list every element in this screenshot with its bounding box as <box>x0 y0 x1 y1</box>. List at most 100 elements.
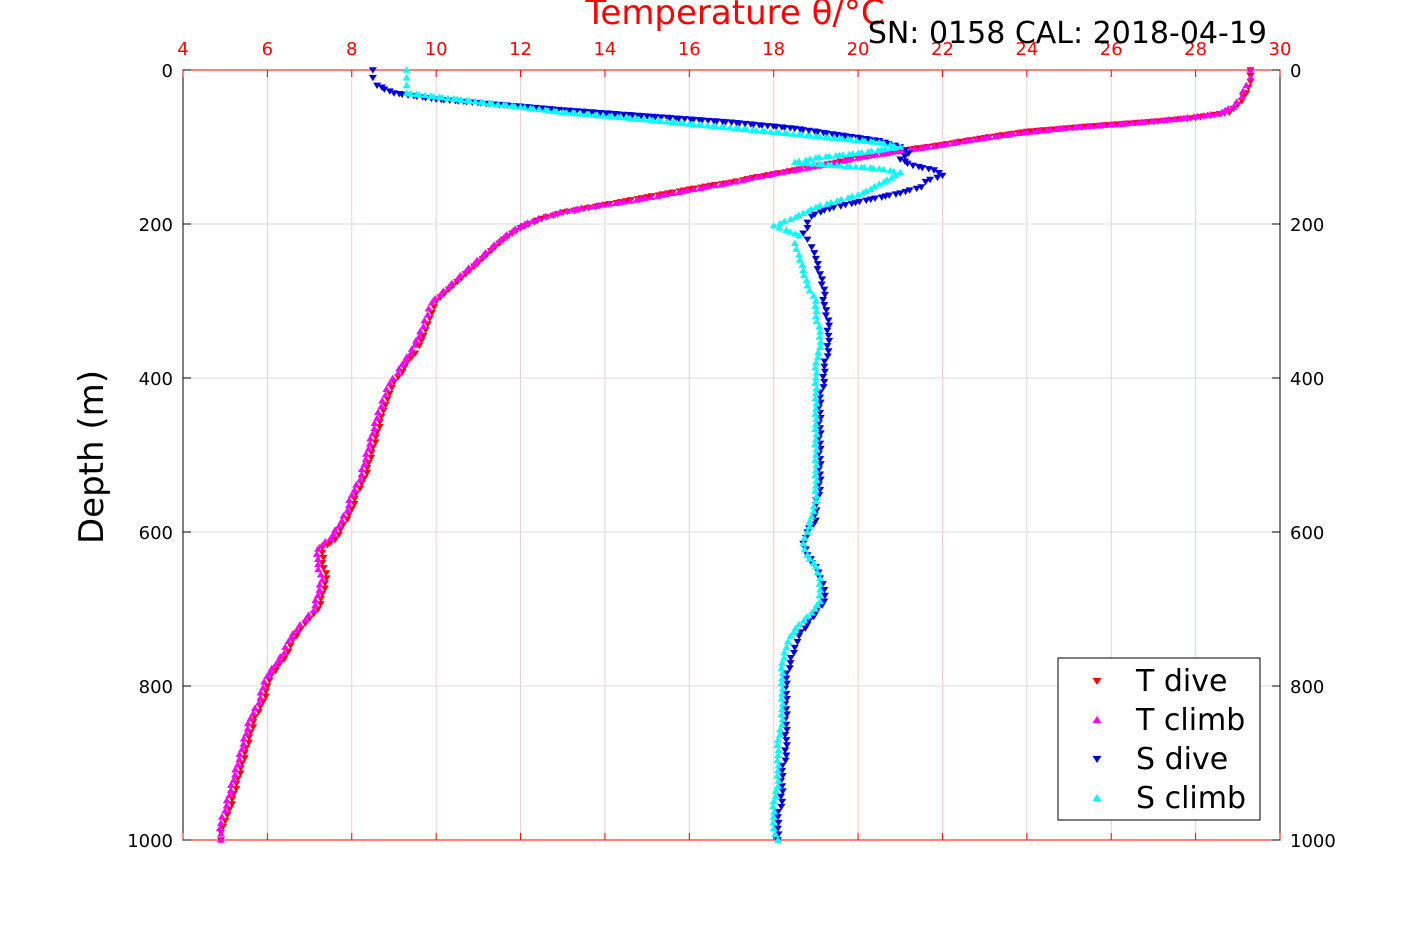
data-point <box>398 360 407 367</box>
data-point <box>781 747 790 754</box>
x-axis-title: Temperature θ/°C <box>584 0 884 33</box>
data-point <box>836 203 845 210</box>
x-tick-label: 10 <box>425 39 448 60</box>
data-point <box>782 680 791 688</box>
data-point <box>721 119 730 126</box>
data-point <box>322 570 331 577</box>
data-point <box>377 413 386 421</box>
data-point <box>903 160 912 168</box>
y-tick-labels-right: 0 200 400 600 800 1000 <box>1290 61 1336 852</box>
data-point <box>314 565 323 573</box>
data-point <box>841 133 850 140</box>
data-point <box>529 217 538 224</box>
data-point <box>827 198 836 206</box>
data-point <box>854 154 863 161</box>
data-point <box>858 153 867 160</box>
data-point <box>406 90 415 97</box>
data-point <box>1042 126 1051 133</box>
data-point <box>773 767 782 774</box>
data-point <box>790 644 799 652</box>
data-point <box>680 116 689 123</box>
data-point <box>824 332 833 340</box>
data-point <box>769 797 778 805</box>
data-point <box>465 97 474 104</box>
data-point <box>223 812 232 819</box>
data-point <box>370 424 379 432</box>
data-point <box>829 134 838 141</box>
data-point <box>854 191 863 198</box>
data-point <box>329 530 338 537</box>
data-point <box>217 813 226 820</box>
data-point <box>921 178 930 186</box>
data-point <box>812 461 821 469</box>
data-point <box>795 620 804 628</box>
data-point <box>717 180 726 188</box>
data-point <box>847 200 856 208</box>
data-point <box>222 796 231 804</box>
data-point <box>254 699 263 706</box>
data-point <box>381 402 390 409</box>
data-point <box>820 592 829 600</box>
data-point <box>782 167 791 175</box>
data-point <box>773 736 782 743</box>
data-point <box>782 706 791 713</box>
data-point <box>782 690 791 698</box>
data-point <box>712 118 721 125</box>
data-point <box>314 555 323 563</box>
data-point <box>793 638 802 646</box>
data-point <box>1176 115 1185 122</box>
data-point <box>771 830 780 838</box>
data-point <box>1170 115 1179 123</box>
data-point <box>935 141 944 149</box>
data-point <box>813 129 822 136</box>
data-point <box>415 342 424 350</box>
data-point <box>855 135 864 142</box>
data-point <box>411 350 420 357</box>
data-point <box>773 836 782 843</box>
data-point <box>803 282 812 289</box>
data-point <box>760 127 769 135</box>
data-point <box>416 327 425 335</box>
data-point <box>656 117 665 125</box>
data-point <box>816 597 825 605</box>
data-point <box>769 813 778 820</box>
y-tick-label-left: 200 <box>139 215 173 236</box>
data-point <box>309 606 318 614</box>
data-point <box>778 798 787 806</box>
data-point <box>1238 93 1247 100</box>
data-point <box>419 322 428 330</box>
data-point <box>858 189 867 196</box>
data-point <box>381 391 390 398</box>
data-point <box>875 164 884 172</box>
data-point <box>315 581 324 588</box>
data-point <box>222 802 231 809</box>
data-point <box>430 295 439 302</box>
data-point <box>703 122 712 129</box>
data-point <box>227 781 236 788</box>
data-point <box>1147 117 1156 125</box>
data-point <box>520 220 529 228</box>
data-point <box>274 656 283 664</box>
data-point <box>495 237 504 244</box>
data-point <box>840 157 849 164</box>
data-point <box>1083 122 1092 130</box>
y-tick-label-right: 600 <box>1290 523 1324 544</box>
data-point <box>364 445 373 452</box>
data-point <box>811 487 820 494</box>
data-point <box>226 786 235 794</box>
data-point <box>811 359 820 366</box>
data-point <box>427 298 436 306</box>
data-point <box>789 649 798 657</box>
data-point <box>249 709 258 717</box>
data-point <box>704 117 713 125</box>
data-point <box>378 397 387 404</box>
data-point <box>271 660 280 668</box>
data-point <box>811 471 820 479</box>
data-point <box>311 596 320 604</box>
data-point <box>778 788 787 795</box>
data-point <box>356 476 365 483</box>
data-point <box>824 317 833 324</box>
data-point <box>366 440 375 447</box>
data-point <box>1001 131 1010 138</box>
